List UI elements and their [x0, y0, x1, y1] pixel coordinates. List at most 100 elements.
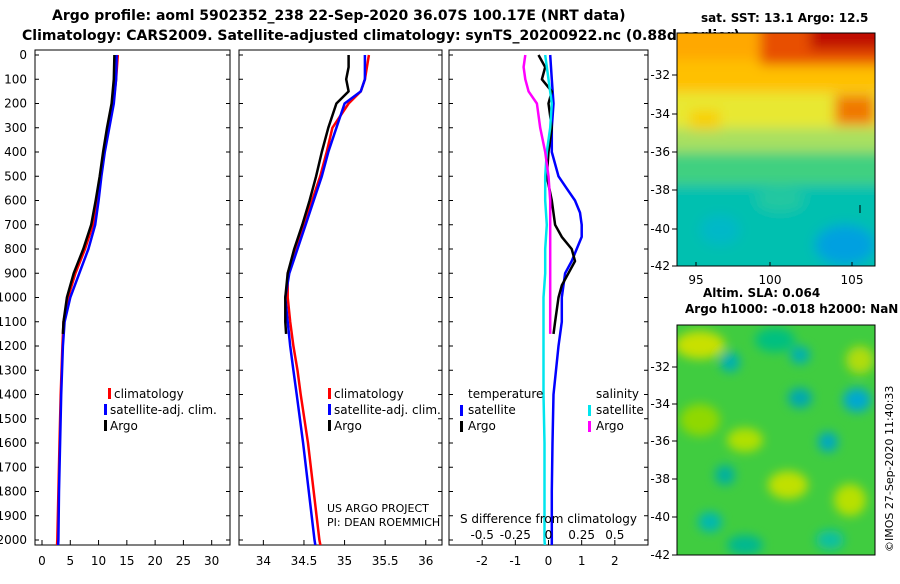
depth-tick-label: 0 [19, 48, 27, 62]
x-tick-label: 34 [256, 554, 271, 568]
sst-map-ticks: -32 -34 -36 -38 -40 -42 95 100 105 [650, 68, 863, 287]
map-y-tick-label: -34 [650, 107, 670, 121]
sst-map-title: sat. SST: 13.1 Argo: 12.5 [701, 11, 868, 25]
depth-tick-label: 1900 [0, 509, 27, 523]
x-tick-label: 0 [38, 554, 46, 568]
legend-swatch-sal-argo [588, 421, 591, 432]
s-axis-label: S difference from climatology [460, 512, 637, 526]
legend-swatch-temp-argo [460, 421, 463, 432]
map-y-tick-label: -42 [650, 259, 670, 273]
depth-tick-label: 1600 [0, 436, 27, 450]
x-tick-label: 35 [337, 554, 352, 568]
depth-tick-label: 300 [4, 121, 27, 135]
axis-ticks: 0 5 10 15 20 25 30 34 34.5 35 35.5 36 -2 -1 0 1 2 -0.5 -0.… [35, 54, 648, 568]
temperature-panel [34, 49, 231, 546]
s-tick-label: -0.5 [470, 528, 493, 542]
x-tick-label: -1 [509, 554, 521, 568]
series-line [284, 55, 350, 334]
x-tick-label: 10 [91, 554, 106, 568]
series-line [56, 54, 118, 545]
map-y-tick-label: -40 [650, 510, 670, 524]
series-line [284, 55, 367, 545]
depth-axis: 0 100 200 300 400 500 600 700 800 900 1000 1100 1200… [0, 48, 27, 547]
legend-swatch-argo [328, 420, 331, 431]
depth-tick-label: 1100 [0, 315, 27, 329]
imos-timestamp: ©IMOS 27-Sep-2020 11:40:33 [883, 386, 896, 552]
sla-map-title: Altim. SLA: 0.064 [703, 286, 820, 300]
legend-swatch-temp-satellite [460, 405, 463, 416]
sla-map [677, 325, 875, 555]
legend-swatch-climatology [108, 388, 111, 399]
depth-tick-label: 500 [4, 169, 27, 183]
map-y-tick-label: -38 [650, 472, 670, 486]
s-tick-label: -0.25 [500, 528, 531, 542]
legend-temp-argo: Argo [468, 419, 496, 433]
legend-temperature-heading: temperature [468, 387, 543, 401]
map-y-tick-label: -34 [650, 397, 670, 411]
header-line-2: Climatology: CARS2009. Satellite-adjuste… [22, 28, 740, 44]
x-tick-label: 15 [119, 554, 134, 568]
depth-tick-label: 1700 [0, 460, 27, 474]
legend-climatology: climatology [334, 387, 404, 401]
sst-map [677, 33, 875, 266]
map-x-tick-label: 100 [759, 273, 782, 287]
sst-map-frame [676, 32, 876, 267]
x-tick-label: 34.5 [291, 554, 318, 568]
depth-tick-label: 1300 [0, 363, 27, 377]
x-tick-label: 2 [611, 554, 619, 568]
depth-tick-label: 700 [4, 218, 27, 232]
x-tick-label: 25 [176, 554, 191, 568]
s-tick-label: 0 [545, 528, 553, 542]
x-tick-label: 30 [204, 554, 219, 568]
x-tick-label: 0 [545, 554, 553, 568]
map-y-tick-label: -40 [650, 222, 670, 236]
sla-map-ticks: -32 -34 -36 -38 -40 -42 [650, 360, 677, 562]
difference-panel [448, 49, 649, 546]
x-tick-label: 20 [147, 554, 162, 568]
map-y-tick-label: -36 [650, 145, 670, 159]
legend-sal-satellite: satellite [596, 403, 644, 417]
depth-tick-label: 1800 [0, 485, 27, 499]
salinity-panel [238, 49, 443, 546]
map-y-tick-label: -38 [650, 183, 670, 197]
legend-salinity-heading: salinity [596, 387, 639, 401]
difference-lines [522, 54, 583, 545]
series-line [548, 54, 583, 545]
x-tick-label: -2 [476, 554, 488, 568]
x-tick-label: 1 [578, 554, 586, 568]
depth-tick-label: 800 [4, 242, 27, 256]
depth-tick-label: 1400 [0, 388, 27, 402]
depth-tick-label: 600 [4, 194, 27, 208]
credit-pi: PI: DEAN ROEMMICH [327, 516, 440, 529]
salinity-lines [284, 54, 371, 545]
s-tick-label: 0.25 [568, 528, 595, 542]
sla-map-subtitle: Argo h1000: -0.018 h2000: NaN [685, 302, 898, 316]
legend-climatology: climatology [114, 387, 184, 401]
sla-map-frame [676, 324, 876, 556]
legend-satellite: satellite-adj. clim. [334, 403, 441, 417]
legend-satellite: satellite-adj. clim. [110, 403, 217, 417]
depth-tick-label: 1000 [0, 291, 27, 305]
series-line [61, 54, 116, 334]
legend-sal-argo: Argo [596, 419, 624, 433]
depth-tick-label: 1500 [0, 412, 27, 426]
map-x-tick-label: 95 [688, 273, 703, 287]
legend-argo: Argo [110, 419, 138, 433]
map-y-tick-label: -36 [650, 434, 670, 448]
map-x-tick-label: 105 [841, 273, 864, 287]
depth-tick-label: 200 [4, 97, 27, 111]
legend-swatch-satellite [104, 404, 107, 415]
legend-swatch-sal-satellite [588, 405, 591, 416]
x-tick-label: 36 [418, 554, 433, 568]
legend-argo: Argo [334, 419, 362, 433]
salinity-legend: climatology satellite-adj. clim. Argo US… [327, 387, 441, 529]
legend-swatch-satellite [328, 404, 331, 415]
series-line [522, 54, 552, 334]
temperature-lines [55, 54, 120, 545]
map-y-tick-label: -32 [650, 360, 670, 374]
depth-tick-label: 100 [4, 72, 27, 86]
credit-project: US ARGO PROJECT [327, 502, 429, 515]
s-tick-label: 0.5 [605, 528, 624, 542]
series-line [542, 54, 554, 545]
